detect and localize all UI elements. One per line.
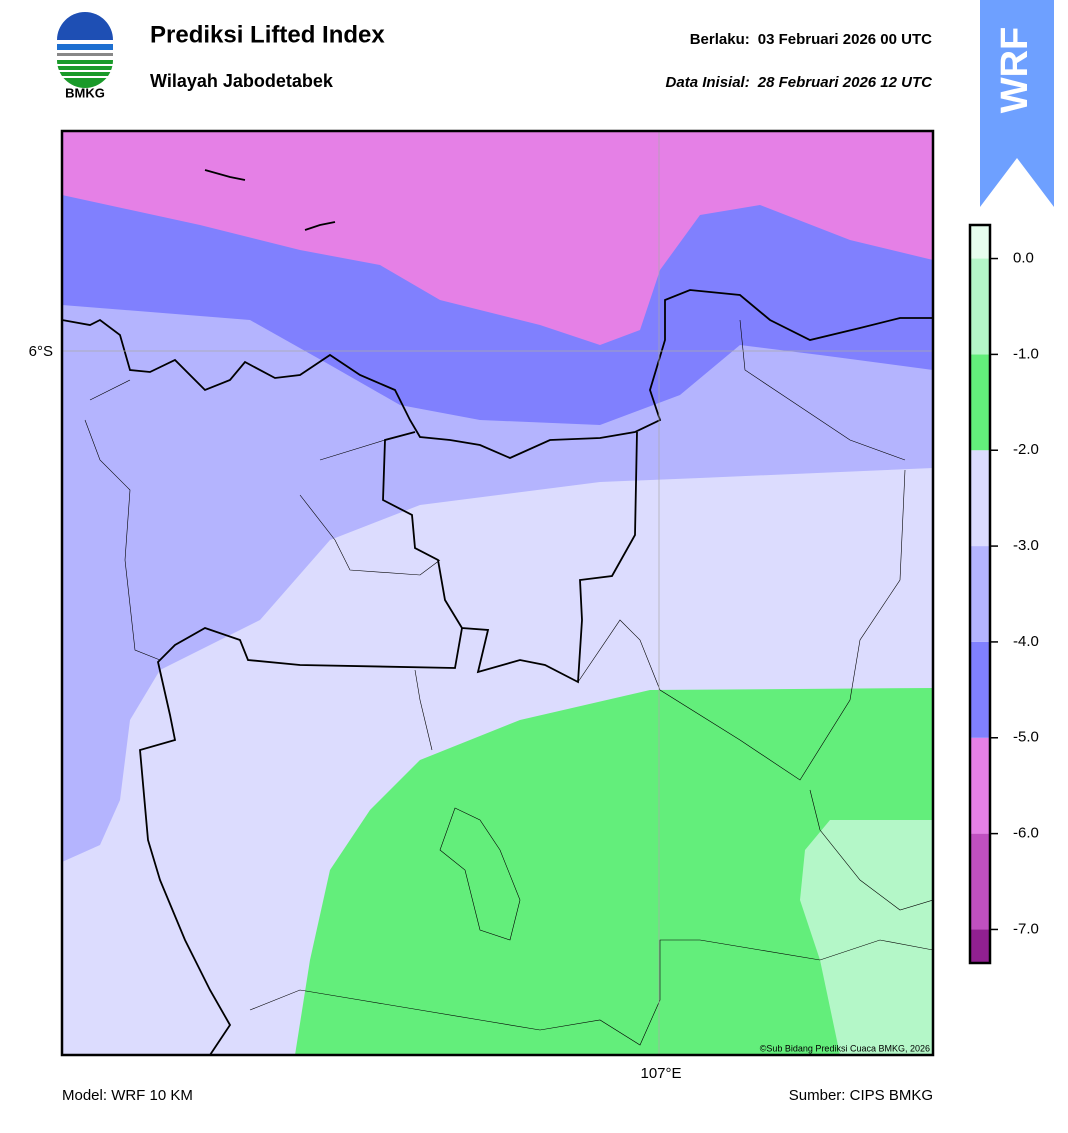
credit: ©Sub Bidang Prediksi Cuaca BMKG, 2026 (760, 1043, 930, 1053)
valid-value: 03 Februari 2026 00 UTC (758, 31, 932, 48)
colorbar-segment (970, 641, 990, 738)
logo-text: BMKG (65, 85, 105, 100)
colorbar-tick-label: -6.0 (1013, 825, 1039, 842)
valid-label: Berlaku: (690, 31, 750, 48)
colorbar-tick-label: -4.0 (1013, 633, 1039, 650)
init-time: Data Inisial: 28 Februari 2026 12 UTC (666, 74, 934, 91)
colorbar-tick-label: 0.0 (1013, 250, 1034, 267)
colorbar: 0.0 -1.0 -2.0 -3.0 -4.0 -5.0 -6.0 -7.0 (968, 223, 1039, 965)
map: ©Sub Bidang Prediksi Cuaca BMKG, 2026 (62, 131, 933, 1055)
colorbar-segment (970, 546, 990, 642)
logo: BMKG (57, 12, 113, 100)
colorbar-segment (970, 450, 990, 547)
map-frame (60, 129, 935, 1057)
lat-label: 6°S (29, 343, 53, 360)
init-value: 28 Februari 2026 12 UTC (757, 74, 933, 91)
badge-text: WRF (994, 27, 1036, 114)
wrf-badge (980, 0, 1054, 207)
colorbar-tick-label: -2.0 (1013, 441, 1039, 458)
colorbar-segment (970, 225, 990, 259)
colorbar-tick-label: -1.0 (1013, 345, 1039, 362)
valid-time: Berlaku: 03 Februari 2026 00 UTC (690, 31, 932, 48)
colorbar-tick-label: -3.0 (1013, 537, 1039, 554)
colorbar-tick-label: -7.0 (1013, 920, 1039, 937)
lon-label: 107°E (640, 1065, 681, 1082)
colorbar-segment (970, 737, 990, 834)
model-label: Model: WRF 10 KM (62, 1087, 193, 1104)
colorbar-tick-label: -5.0 (1013, 729, 1039, 746)
title: Prediksi Lifted Index (150, 21, 385, 48)
init-label: Data Inisial: (666, 74, 750, 91)
colorbar-segment (970, 258, 990, 355)
colorbar-segment (970, 833, 990, 930)
colorbar-segment (970, 354, 990, 451)
colorbar-segment (970, 929, 990, 963)
source-label: Sumber: CIPS BMKG (789, 1087, 933, 1104)
colorbar-frame (968, 223, 992, 965)
subtitle: Wilayah Jabodetabek (150, 71, 334, 91)
